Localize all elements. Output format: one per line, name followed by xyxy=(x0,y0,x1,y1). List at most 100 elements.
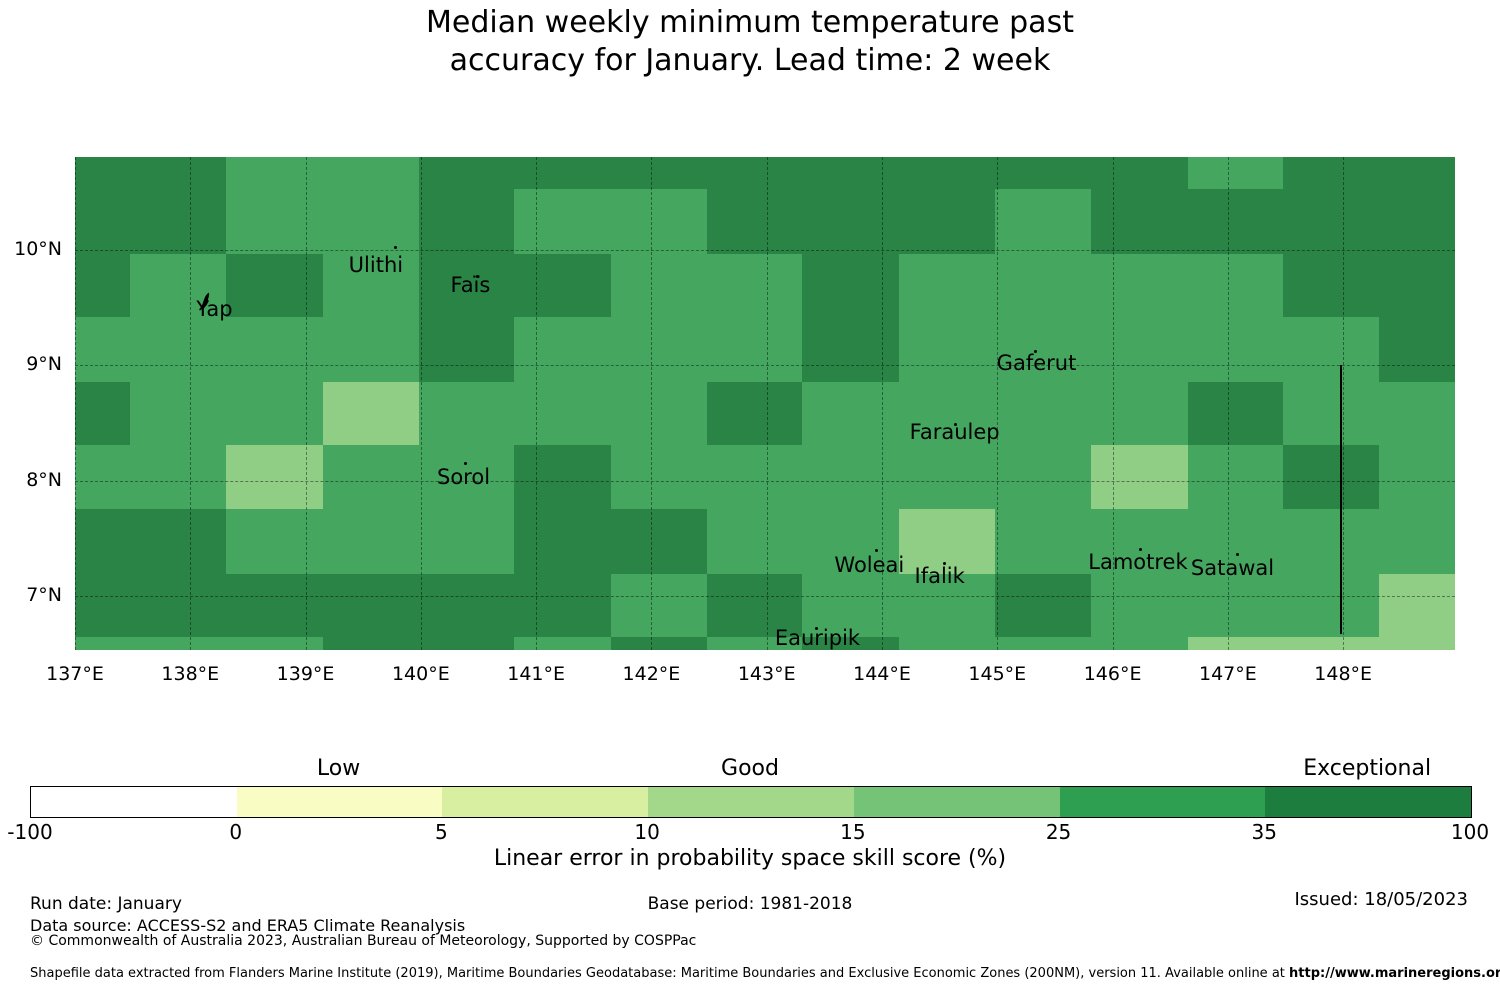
map-cell xyxy=(1187,637,1284,650)
colorbar-category-label: Low xyxy=(316,756,361,781)
longitude-gridline xyxy=(420,157,422,650)
data-source-text: Data source: ACCESS-S2 and ERA5 Climate … xyxy=(30,916,466,935)
map-cell xyxy=(995,509,1091,574)
map-cell xyxy=(995,381,1091,445)
map-cell xyxy=(226,509,323,574)
map-cell xyxy=(1090,444,1188,510)
longitude-gridline xyxy=(305,157,307,650)
map-cell xyxy=(706,317,803,382)
x-tick-label: 144°E xyxy=(853,663,911,685)
y-tick-label: 7°N xyxy=(26,583,62,606)
latitude-gridline xyxy=(75,595,1455,597)
map-cell xyxy=(899,444,995,510)
colorbar-axis-label: Linear error in probability space skill … xyxy=(493,846,1007,871)
map-cell xyxy=(1090,509,1188,574)
map-cell xyxy=(1283,157,1379,190)
map-cell xyxy=(322,509,419,574)
map-cell xyxy=(418,189,515,254)
map-cell xyxy=(706,189,803,254)
map-cell xyxy=(1283,509,1379,574)
map-cell xyxy=(1090,317,1188,382)
map-cell xyxy=(130,381,227,445)
map-cell xyxy=(514,637,612,650)
longitude-gridline xyxy=(882,157,884,650)
island-label: Sorol xyxy=(436,465,491,490)
island-dot xyxy=(464,461,468,465)
x-tick-label: 146°E xyxy=(1083,663,1142,685)
latitude-gridline xyxy=(75,250,1455,252)
chart-title-line-2: accuracy for January. Lead time: 2 week xyxy=(449,43,1051,78)
map-cell xyxy=(322,189,419,254)
map-cell xyxy=(802,637,900,650)
map-cell xyxy=(1283,637,1379,650)
map-cell xyxy=(706,253,803,318)
island-label: Ifalik xyxy=(914,564,965,589)
island-label: Ulithi xyxy=(348,253,404,278)
map-cell xyxy=(322,573,419,638)
map-cell xyxy=(514,157,612,190)
map-cell xyxy=(899,573,995,638)
map-cell xyxy=(802,509,900,574)
island-label: Gaferut xyxy=(996,351,1077,376)
map-cell xyxy=(226,381,323,445)
colorbar-category-label: Exceptional xyxy=(1303,756,1432,781)
colorbar-tick-label: 15 xyxy=(840,820,866,844)
map-cell xyxy=(706,381,803,445)
map-cell xyxy=(1378,317,1455,382)
map-cell xyxy=(514,573,612,638)
island-dot xyxy=(1138,548,1142,552)
colorbar-segment xyxy=(31,787,237,817)
colorbar-tick-label: -100 xyxy=(7,820,53,844)
chart-title: Median weekly minimum temperature past a… xyxy=(0,4,1500,80)
map-cell xyxy=(226,157,323,190)
map-cell xyxy=(322,157,419,190)
map-cell xyxy=(130,317,227,382)
colorbar-tick-label: 35 xyxy=(1251,820,1278,844)
map-cell xyxy=(226,253,323,318)
island-dot xyxy=(814,626,818,630)
map-cell xyxy=(322,381,419,445)
colorbar-tick-label: 25 xyxy=(1045,820,1072,844)
colorbar-segment xyxy=(236,787,443,817)
map-cell xyxy=(1283,444,1379,510)
map-cell xyxy=(1090,253,1188,318)
map-cell xyxy=(418,253,515,318)
map-heatmap: Yap Ulithi Faïs Gaferut Faraulep Sorol Woleai I… xyxy=(75,157,1455,650)
map-cell xyxy=(1187,157,1284,190)
map-cell xyxy=(514,189,612,254)
map-cell xyxy=(514,253,612,318)
shapefile-note: Shapefile data extracted from Flanders M… xyxy=(30,966,1500,981)
map-cell xyxy=(1187,444,1284,510)
map-cell xyxy=(1090,157,1188,190)
x-tick-label: 142°E xyxy=(622,663,681,685)
island-dot xyxy=(942,562,946,566)
map-cell xyxy=(1378,381,1455,445)
colorbar xyxy=(30,786,1472,818)
map-cell xyxy=(1378,444,1455,510)
latitude-gridline xyxy=(75,480,1455,482)
map-cell xyxy=(75,444,131,510)
map-cell xyxy=(611,637,707,650)
map-cell xyxy=(899,509,995,574)
island-shape xyxy=(197,291,215,315)
map-cell xyxy=(1187,573,1284,638)
map-cell xyxy=(899,381,995,445)
map-cell xyxy=(75,381,131,445)
map-cell xyxy=(1283,253,1379,318)
island-dot xyxy=(954,422,958,426)
base-period-text: Base period: 1981-2018 xyxy=(647,894,853,914)
map-cell xyxy=(322,637,419,650)
x-tick-label: 143°E xyxy=(737,663,796,685)
map-cell xyxy=(995,444,1091,510)
map-cell xyxy=(418,509,515,574)
map-cell xyxy=(899,637,995,650)
x-tick-label: 139°E xyxy=(276,663,335,685)
x-tick-label: 145°E xyxy=(968,663,1027,685)
island-label: Faïs xyxy=(450,272,491,297)
map-cell xyxy=(75,189,131,254)
map-cell xyxy=(226,444,323,510)
map-cell xyxy=(611,509,707,574)
colorbar-segment xyxy=(853,787,1060,817)
map-cell xyxy=(995,253,1091,318)
